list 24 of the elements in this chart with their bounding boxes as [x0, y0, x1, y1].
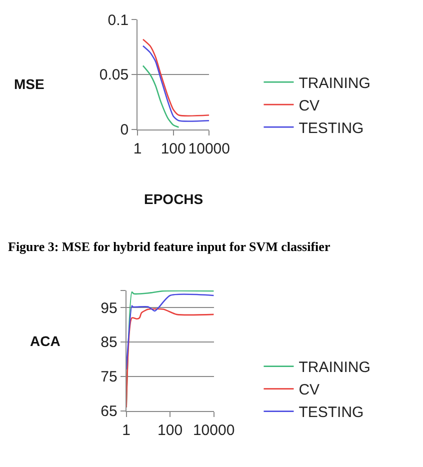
y-axis-title: ACA	[30, 333, 60, 349]
y-tick-label: 85	[100, 334, 118, 352]
y-axis-title: MSE	[14, 76, 44, 92]
legend-label: TRAINING	[298, 74, 370, 92]
legend-label: CV	[298, 382, 320, 399]
line-series	[142, 65, 180, 128]
y-tick-label: 65	[100, 403, 118, 420]
x-tick-label: 100	[158, 422, 183, 439]
x-tick-label: 1	[133, 140, 142, 158]
y-tick-label: 75	[100, 368, 118, 386]
legend-label: TRAINING	[298, 359, 370, 376]
x-tick-label: 10000	[188, 140, 230, 158]
y-tick-label: 0.1	[108, 12, 129, 29]
x-tick-label: 1	[122, 422, 130, 439]
x-axis-title: EPOCHS	[144, 191, 204, 207]
caption: Figure 3: MSE for hybrid feature input for SVM classifier	[8, 239, 330, 254]
y-tick-label: 95	[100, 300, 118, 317]
legend-label: TESTING	[298, 120, 364, 137]
legend-label: CV	[298, 97, 320, 114]
y-tick-label: 0.05	[99, 66, 129, 84]
legend-label: TESTING	[298, 404, 364, 422]
y-tick-label: 0	[120, 122, 129, 139]
x-tick-label: 10000	[192, 422, 235, 439]
x-tick-label: 100	[160, 140, 186, 158]
